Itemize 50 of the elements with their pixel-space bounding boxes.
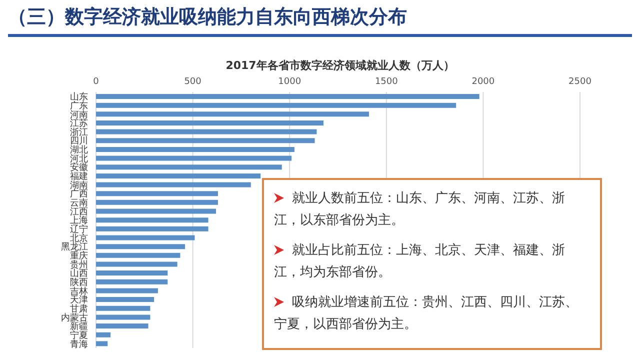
y-tick-label: 甘肃 bbox=[70, 303, 88, 314]
bar bbox=[96, 235, 195, 240]
bar bbox=[96, 288, 158, 294]
y-tick-label: 宁夏 bbox=[70, 330, 88, 341]
bar bbox=[96, 112, 369, 117]
annotation: 就业占比前五位：上海、北京、天津、福建、浙江，均为东部省份。 bbox=[274, 243, 565, 280]
bar bbox=[96, 146, 294, 152]
y-tick-label: 内蒙古 bbox=[61, 312, 88, 324]
bar bbox=[96, 138, 315, 144]
bar bbox=[96, 129, 317, 134]
chart-subtitle: 2017年各省市数字经济领域就业人数（万人） bbox=[224, 58, 456, 73]
bar bbox=[96, 102, 456, 108]
x-tick-label: 500 bbox=[184, 77, 202, 87]
x-tick-label: 1000 bbox=[278, 77, 302, 87]
y-tick-label: 广东 bbox=[70, 100, 88, 112]
x-tick-label: 0 bbox=[93, 77, 100, 87]
y-tick-label: 陕西 bbox=[70, 276, 88, 288]
annotation: 就业人数前五位：山东、广东、河南、江苏、浙江，以东部省份为主。 bbox=[274, 191, 565, 228]
bar bbox=[96, 341, 108, 346]
bar bbox=[96, 244, 186, 250]
bar bbox=[96, 297, 154, 302]
bar bbox=[96, 226, 208, 232]
bar bbox=[96, 94, 480, 99]
bar bbox=[96, 262, 178, 267]
bar bbox=[96, 270, 168, 276]
y-tick-label: 江西 bbox=[70, 206, 88, 218]
bar bbox=[96, 182, 251, 188]
bar bbox=[96, 164, 282, 170]
y-tick-label: 河南 bbox=[70, 109, 88, 120]
bar bbox=[96, 120, 324, 126]
chart-title: （三）数字经济就业吸纳能力自东向西梯次分布 bbox=[8, 5, 407, 30]
bar bbox=[96, 306, 150, 311]
bar bbox=[96, 252, 180, 258]
x-tick-label: 2500 bbox=[568, 77, 592, 87]
bar bbox=[96, 200, 218, 205]
bar bbox=[96, 332, 111, 338]
bar bbox=[96, 279, 168, 284]
bar bbox=[96, 173, 261, 178]
bar bbox=[96, 208, 216, 214]
annotation: 吸纳就业增速前五位：贵州、江西、四川、江苏、宁夏，以西部省份为主。 bbox=[274, 295, 578, 332]
x-tick-label: 2000 bbox=[472, 77, 495, 87]
bar bbox=[96, 314, 150, 320]
y-tick-label: 吉林 bbox=[70, 286, 88, 297]
bar bbox=[96, 191, 218, 196]
bar bbox=[96, 324, 148, 329]
bar bbox=[96, 156, 292, 161]
bar bbox=[96, 218, 208, 223]
y-tick-label: 贵州 bbox=[70, 259, 88, 270]
x-tick-label: 1500 bbox=[374, 77, 398, 87]
y-tick-label: 青海 bbox=[70, 338, 88, 350]
